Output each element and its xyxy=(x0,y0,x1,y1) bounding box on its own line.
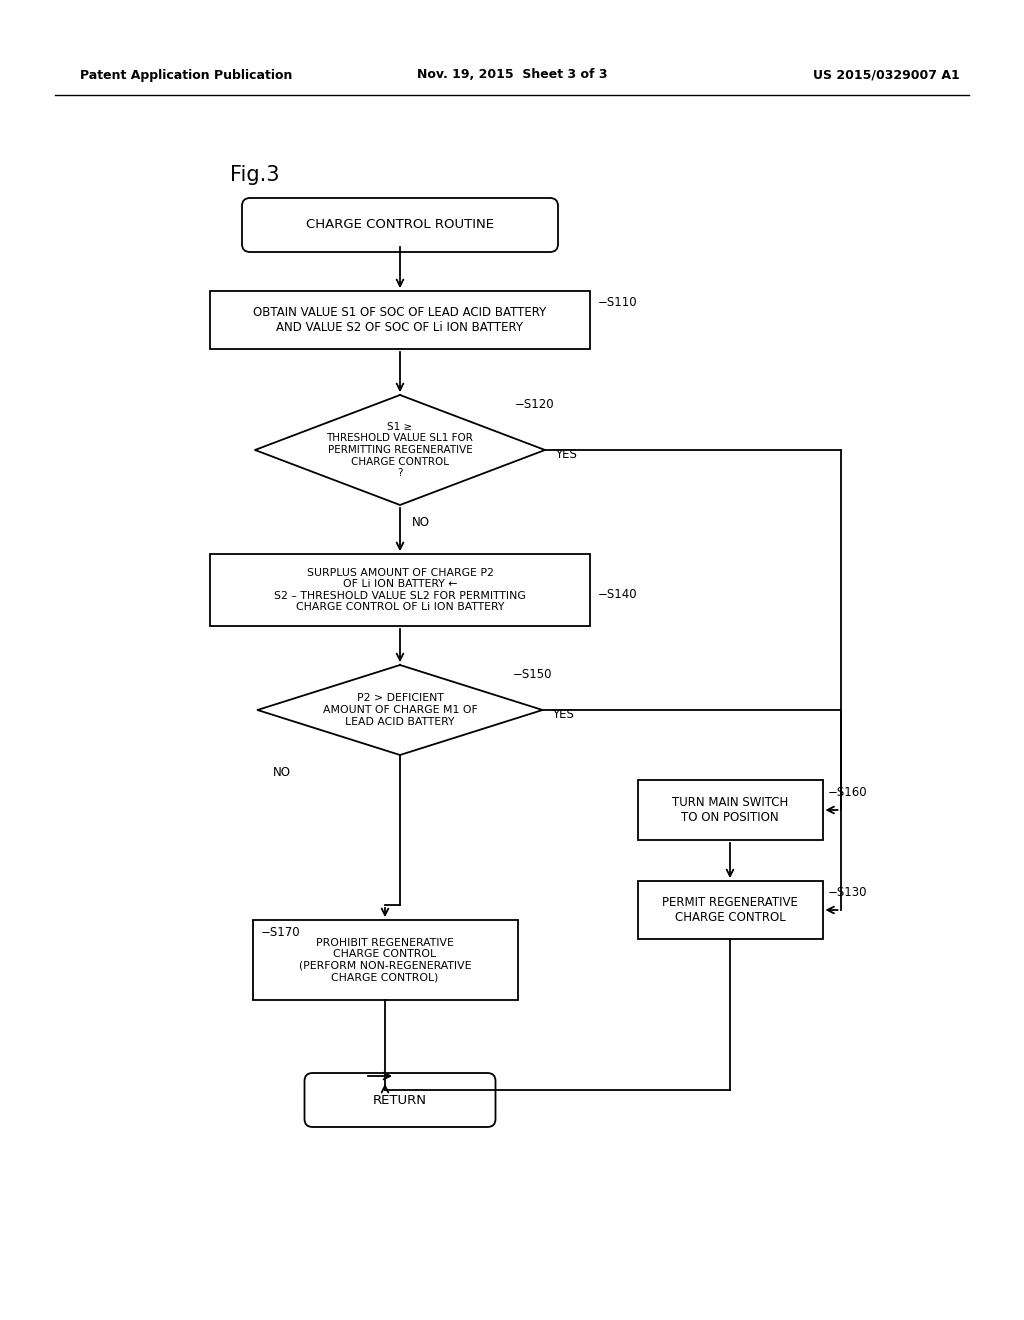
Text: −S110: −S110 xyxy=(598,296,638,309)
Text: Fig.3: Fig.3 xyxy=(230,165,280,185)
Text: PERMIT REGENERATIVE
CHARGE CONTROL: PERMIT REGENERATIVE CHARGE CONTROL xyxy=(663,896,798,924)
Bar xyxy=(638,880,822,939)
Bar xyxy=(638,780,822,840)
Text: −S160: −S160 xyxy=(827,785,867,799)
Text: −S120: −S120 xyxy=(515,399,555,412)
Text: YES: YES xyxy=(555,449,577,462)
Text: YES: YES xyxy=(553,709,574,722)
Text: US 2015/0329007 A1: US 2015/0329007 A1 xyxy=(813,69,961,82)
Text: OBTAIN VALUE S1 OF SOC OF LEAD ACID BATTERY
AND VALUE S2 OF SOC OF Li ION BATTER: OBTAIN VALUE S1 OF SOC OF LEAD ACID BATT… xyxy=(253,306,547,334)
Text: RETURN: RETURN xyxy=(373,1093,427,1106)
Text: NO: NO xyxy=(412,516,430,529)
Text: PROHIBIT REGENERATIVE
CHARGE CONTROL
(PERFORM NON-REGENERATIVE
CHARGE CONTROL): PROHIBIT REGENERATIVE CHARGE CONTROL (PE… xyxy=(299,937,471,982)
Text: Patent Application Publication: Patent Application Publication xyxy=(80,69,293,82)
Text: Nov. 19, 2015  Sheet 3 of 3: Nov. 19, 2015 Sheet 3 of 3 xyxy=(417,69,607,82)
Text: −S150: −S150 xyxy=(512,668,552,681)
Text: S1 ≥
THRESHOLD VALUE SL1 FOR
PERMITTING REGENERATIVE
CHARGE CONTROL
?: S1 ≥ THRESHOLD VALUE SL1 FOR PERMITTING … xyxy=(327,422,473,478)
Text: −S170: −S170 xyxy=(260,925,300,939)
Text: −S130: −S130 xyxy=(827,886,867,899)
Text: SURPLUS AMOUNT OF CHARGE P2
OF Li ION BATTERY ←
S2 – THRESHOLD VALUE SL2 FOR PER: SURPLUS AMOUNT OF CHARGE P2 OF Li ION BA… xyxy=(274,568,526,612)
FancyBboxPatch shape xyxy=(304,1073,496,1127)
Bar xyxy=(253,920,517,1001)
Text: NO: NO xyxy=(272,767,291,780)
Text: −S140: −S140 xyxy=(598,589,638,602)
Text: TURN MAIN SWITCH
TO ON POSITION: TURN MAIN SWITCH TO ON POSITION xyxy=(672,796,788,824)
Polygon shape xyxy=(257,665,543,755)
Bar xyxy=(210,290,590,348)
Polygon shape xyxy=(255,395,545,506)
FancyBboxPatch shape xyxy=(242,198,558,252)
Text: P2 > DEFICIENT
AMOUNT OF CHARGE M1 OF
LEAD ACID BATTERY: P2 > DEFICIENT AMOUNT OF CHARGE M1 OF LE… xyxy=(323,693,477,726)
Bar xyxy=(210,554,590,626)
Text: CHARGE CONTROL ROUTINE: CHARGE CONTROL ROUTINE xyxy=(306,219,494,231)
